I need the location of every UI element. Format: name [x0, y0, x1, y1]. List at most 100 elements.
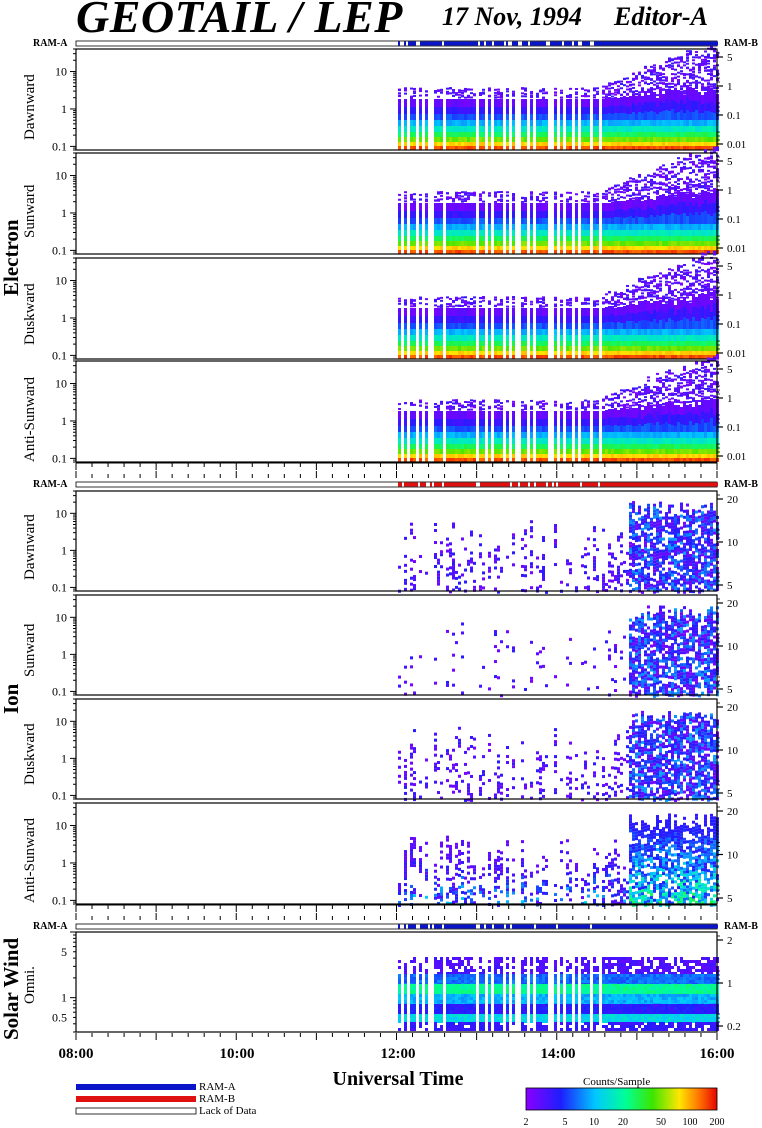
- colorbar-tick-label: 2: [523, 1117, 529, 1128]
- y-tick-label: 1: [61, 543, 67, 557]
- y-tick-label: 5: [61, 945, 67, 959]
- colorbar-tick-label: 50: [656, 1117, 666, 1128]
- right-tick-label: 5: [727, 684, 733, 696]
- right-tick-label: 5: [727, 156, 733, 168]
- y-tick-label: 1: [61, 102, 67, 116]
- y-tick-label: 10: [55, 610, 67, 624]
- ram-a-label-ion: RAM-A: [33, 479, 68, 490]
- panel-frame: [75, 360, 718, 463]
- legend-label-ram-b: RAM-B: [199, 1093, 236, 1105]
- date-label: 17 Nov, 1994: [442, 2, 582, 31]
- colorbar-tick-label: 20: [618, 1117, 628, 1128]
- axis-ion-dawnward: 0.1 1 10 5 10 20: [52, 490, 739, 594]
- right-tick-label: 20: [727, 806, 739, 818]
- x-tick-row: [75, 471, 718, 478]
- axis-electron-duskward: 0.1 1 10 0.01 0.1 1 5: [52, 257, 746, 362]
- right-tick-label: 10: [727, 745, 739, 757]
- right-tick-label: 5: [727, 893, 733, 905]
- panel-frame: [75, 931, 718, 1033]
- right-tick-label: 10: [727, 537, 739, 549]
- colorbar-title: Counts/Sample: [583, 1076, 651, 1088]
- y-tick-label: 0.1: [52, 684, 67, 698]
- panel-electron-anti-sunward: [75, 353, 719, 463]
- y-tick-label: 0.1: [52, 893, 67, 907]
- y-tick-label: 0.1: [52, 139, 67, 153]
- right-tick-label: 20: [727, 702, 739, 714]
- axis-electron-sunward: 0.1 1 10 0.01 0.1 1 5: [52, 152, 746, 257]
- right-tick-label: 0.2: [727, 1021, 741, 1033]
- y-tick-label: 1: [61, 856, 67, 870]
- panel-electron-sunward: [75, 146, 719, 255]
- x-axis-title: Universal Time: [332, 1068, 464, 1090]
- x-tick-label: 12:00: [380, 1046, 416, 1062]
- ram-b-label-ion: RAM-B: [724, 479, 758, 490]
- x-tick-label: 08:00: [58, 1046, 94, 1062]
- ram-status-bar: [75, 481, 718, 488]
- right-tick-label: 2: [727, 935, 733, 947]
- axis-ion-duskward: 0.1 1 10 5 10 20: [52, 698, 739, 802]
- x-tick-label: 10:00: [219, 1046, 255, 1062]
- right-tick-label: 1: [727, 185, 733, 197]
- legend: [75, 1084, 197, 1115]
- right-tick-label: 0.1: [727, 214, 741, 226]
- panel-solar-wind-omni: [75, 931, 719, 1033]
- editor-label: Editor-A: [614, 2, 708, 31]
- right-tick-label: 0.01: [727, 139, 746, 151]
- y-tick-label: 0.1: [52, 788, 67, 802]
- y-tick-label: 1: [61, 206, 67, 220]
- legend-swatch-ram-b: [76, 1096, 196, 1102]
- ram-b-label-solar-wind: RAM-B: [724, 921, 758, 932]
- panel-frame: [75, 594, 718, 696]
- legend-label-lack-of-data: Lack of Data: [199, 1105, 257, 1117]
- y-tick-label: 0.1: [52, 451, 67, 465]
- panel-electron-duskward: [75, 250, 719, 360]
- right-tick-label: 5: [727, 261, 733, 273]
- panel-ion-anti-sunward: [75, 802, 719, 907]
- y-tick-label: 0.1: [52, 348, 67, 362]
- y-tick-label: 1: [61, 647, 67, 661]
- right-tick-label: 5: [727, 52, 733, 64]
- ram-a-label-solar-wind: RAM-A: [33, 921, 68, 932]
- right-tick-label: 1: [727, 81, 733, 93]
- y-tick-label: 0.1: [52, 243, 67, 257]
- legend-label-ram-a: RAM-A: [199, 1081, 236, 1093]
- right-tick-label: 20: [727, 598, 739, 610]
- y-tick-label: 1: [61, 991, 67, 1005]
- panel-frame: [75, 152, 718, 255]
- right-tick-label: 0.01: [727, 451, 746, 463]
- y-tick-label: 1: [61, 414, 67, 428]
- panel-ion-duskward: [75, 698, 719, 802]
- chart-title: GEOTAIL / LEP: [76, 0, 403, 42]
- y-tick-label: 10: [55, 377, 67, 391]
- axis-ion-anti-sunward: 0.1 1 10 5 10 20: [52, 802, 739, 907]
- x-tick-label: 14:00: [540, 1046, 576, 1062]
- right-tick-label: 10: [727, 641, 739, 653]
- colorbar-frame: [525, 1087, 718, 1111]
- y-tick-label: 10: [55, 819, 67, 833]
- right-tick-label: 0.1: [727, 319, 741, 331]
- ram-a-label-electron: RAM-A: [33, 38, 68, 49]
- y-tick-label: 10: [55, 65, 67, 79]
- right-tick-label: 20: [727, 494, 739, 506]
- panel-ion-sunward: [75, 594, 719, 698]
- x-tick-row: [75, 463, 718, 470]
- y-tick-label: 1: [61, 751, 67, 765]
- axis-electron-anti-sunward: 0.1 1 10 0.01 0.1 1 5: [52, 360, 746, 465]
- y-tick-label: 10: [55, 714, 67, 728]
- x-tick-row: [75, 1033, 718, 1040]
- axis-solar-wind-omni: 0.5 1 5 0.2 1 2: [52, 931, 741, 1033]
- right-tick-label: 5: [727, 364, 733, 376]
- right-tick-label: 0.1: [727, 110, 741, 122]
- panel-frame: [75, 802, 718, 905]
- legend-swatch-lack-of-data: [75, 1107, 197, 1115]
- panel-frame: [75, 257, 718, 360]
- colorbar-tick-label: 200: [709, 1117, 725, 1128]
- right-tick-label: 5: [727, 788, 733, 800]
- colorbar: [525, 1087, 718, 1111]
- y-tick-label: 10: [55, 506, 67, 520]
- right-tick-label: 0.01: [727, 348, 746, 360]
- right-tick-label: 0.01: [727, 243, 746, 255]
- y-tick-label: 1: [61, 311, 67, 325]
- panel-frame: [75, 490, 718, 592]
- ram-b-label-electron: RAM-B: [724, 38, 758, 49]
